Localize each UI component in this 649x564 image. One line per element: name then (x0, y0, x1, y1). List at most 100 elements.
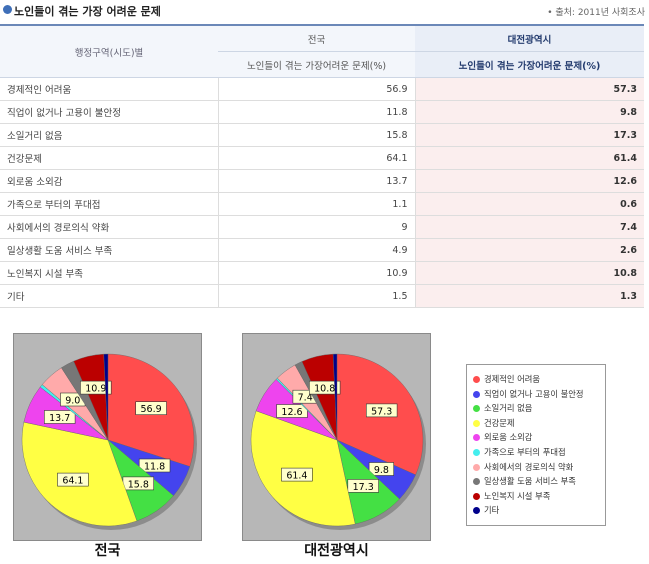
row-label: 기타 (0, 284, 218, 308)
legend-item: 사회에서의 경로의식 약화 (473, 460, 573, 474)
pie-slice (332, 353, 338, 441)
slice-label-box (281, 467, 313, 482)
daejeon-value: 17.3 (414, 123, 644, 147)
daejeon-chart-caption: 대전광역시 (304, 543, 369, 559)
legend-label: 건강문제 (484, 417, 515, 428)
legend-swatch-icon (473, 419, 480, 427)
legend-label: 직업이 없거나 고용이 불안정 (484, 388, 584, 399)
legend-item: 노인복지 시설 부족 (473, 489, 550, 503)
slice-label-box (368, 462, 394, 476)
slice-data-label: 61.4 (286, 471, 307, 482)
slice-data-label: 10.9 (85, 384, 106, 395)
national-value: 13.7 (217, 169, 415, 193)
table-row: 노인복지 시설 부족 10.9 10.8 (0, 261, 644, 285)
slice-data-label: 11.8 (144, 462, 165, 473)
table-row: 직업이 없거나 고용이 불안정 11.8 9.8 (0, 100, 644, 124)
national-chart-caption: 전국 (94, 543, 121, 559)
daejeon-header: 대전광역시 (415, 24, 644, 52)
legend-label: 일상생활 도움 서비스 부족 (484, 476, 576, 487)
legend-swatch-icon (473, 507, 480, 515)
slice-label-box (347, 479, 379, 493)
legend-item: 직업이 없거나 고용이 불안정 (473, 387, 584, 401)
national-header: 전국 (218, 24, 415, 52)
legend-swatch-icon (473, 449, 480, 456)
table-row: 소일거리 없음 15.8 17.3 (0, 123, 644, 147)
slice-label-box (138, 458, 171, 473)
national-value: 1.5 (217, 284, 415, 308)
title-bullet-icon (3, 5, 12, 14)
legend-swatch-icon (473, 390, 480, 398)
data-table: 행정구역(시도)별 전국 대전광역시 노인들이 겪는 가장어려운 문제(%) 노… (0, 24, 644, 308)
national-value: 1.1 (217, 192, 415, 216)
slice-data-label: 9.8 (374, 465, 389, 476)
row-label: 경제적인 어려움 (0, 77, 218, 101)
table-row: 사회에서의 경로의식 약화 9 7.4 (0, 215, 644, 239)
legend-swatch-icon (473, 463, 480, 471)
row-label: 직업이 없거나 고용이 불안정 (0, 100, 218, 124)
daejeon-value: 12.6 (414, 169, 644, 193)
slice-label-box (43, 410, 76, 424)
national-value: 11.8 (217, 100, 415, 124)
legend-item: 가족으로 부터의 푸대접 (473, 445, 566, 459)
national-value: 10.9 (217, 261, 415, 285)
national-subheader: 노인들이 겪는 가장어려운 문제(%) (218, 51, 415, 78)
table-row: 기타 1.5 1.3 (0, 284, 644, 308)
daejeon-value: 7.4 (414, 215, 644, 239)
national-value: 64.1 (217, 146, 415, 170)
legend-label: 기타 (484, 505, 500, 516)
slice-label-box (80, 380, 112, 395)
slice-data-label: 64.1 (62, 476, 83, 487)
slice-data-label: 10.8 (314, 384, 335, 395)
daejeon-value: 61.4 (414, 146, 644, 170)
table-row: 가족으로 부터의 푸대접 1.1 0.6 (0, 192, 644, 216)
pie-slice (103, 353, 109, 441)
legend-item: 소일거리 없음 (473, 401, 532, 415)
legend-item: 건강문제 (473, 416, 515, 430)
daejeon-value: 57.3 (414, 77, 644, 101)
slice-data-label: 17.3 (353, 482, 374, 493)
legend-item: 외로움 소외감 (473, 430, 532, 444)
legend-item: 경제적인 어려움 (473, 372, 540, 386)
slice-data-label: 56.9 (141, 404, 162, 415)
legend-swatch-icon (473, 434, 480, 442)
daejeon-value: 0.6 (414, 192, 644, 216)
row-label: 사회에서의 경로의식 약화 (0, 215, 218, 239)
slice-label-box (309, 380, 341, 395)
national-value: 4.9 (217, 238, 415, 262)
slice-label-box (135, 401, 167, 415)
slice-label-box (276, 404, 308, 418)
slice-data-label: 9.0 (65, 396, 80, 407)
row-label: 소일거리 없음 (0, 123, 218, 147)
row-label: 노인복지 시설 부족 (0, 261, 218, 285)
slice-data-label: 57.3 (371, 406, 392, 417)
source-note: • 출처: 2011년 사회조사 (547, 8, 645, 18)
daejeon-pie-chart: 57.3 9.817.3 61.4 12.6 7.410.8 (250, 353, 426, 530)
slice-data-label: 13.7 (49, 413, 70, 424)
legend-item: 일상생활 도움 서비스 부족 (473, 474, 576, 488)
region-header: 행정구역(시도)별 (0, 24, 218, 78)
slice-data-label: 7.4 (298, 393, 313, 404)
slice-label-box (57, 472, 89, 487)
row-label: 가족으로 부터의 푸대접 (0, 192, 218, 216)
national-value: 15.8 (217, 123, 415, 147)
legend-label: 사회에서의 경로의식 약화 (484, 461, 574, 472)
table-row: 일상생활 도움 서비스 부족 4.9 2.6 (0, 238, 644, 262)
daejeon-value: 10.8 (414, 261, 644, 285)
slice-data-label: 15.8 (128, 479, 149, 490)
daejeon-value: 9.8 (414, 100, 644, 124)
table-row: 건강문제 64.1 61.4 (0, 146, 644, 170)
legend-label: 외로움 소외감 (484, 432, 533, 443)
daejeon-value: 2.6 (414, 238, 644, 262)
legend-swatch-icon (473, 376, 480, 383)
legend-swatch-icon (473, 478, 480, 486)
legend-item: 기타 (473, 503, 499, 517)
table-row: 외로움 소외감 13.7 12.6 (0, 169, 644, 193)
slice-label-box (366, 403, 398, 418)
national-pie-chart: 56.9 11.8 15.8 64.1 13.7 9.0 10.9 (21, 353, 197, 530)
row-label: 일상생활 도움 서비스 부족 (0, 238, 218, 262)
row-label: 외로움 소외감 (0, 169, 218, 193)
legend-label: 노인복지 시설 부족 (484, 490, 551, 501)
row-label: 건강문제 (0, 146, 218, 170)
national-pie-panel: 56.9 11.8 15.8 64.1 13.7 9.0 10.9 (13, 333, 202, 541)
